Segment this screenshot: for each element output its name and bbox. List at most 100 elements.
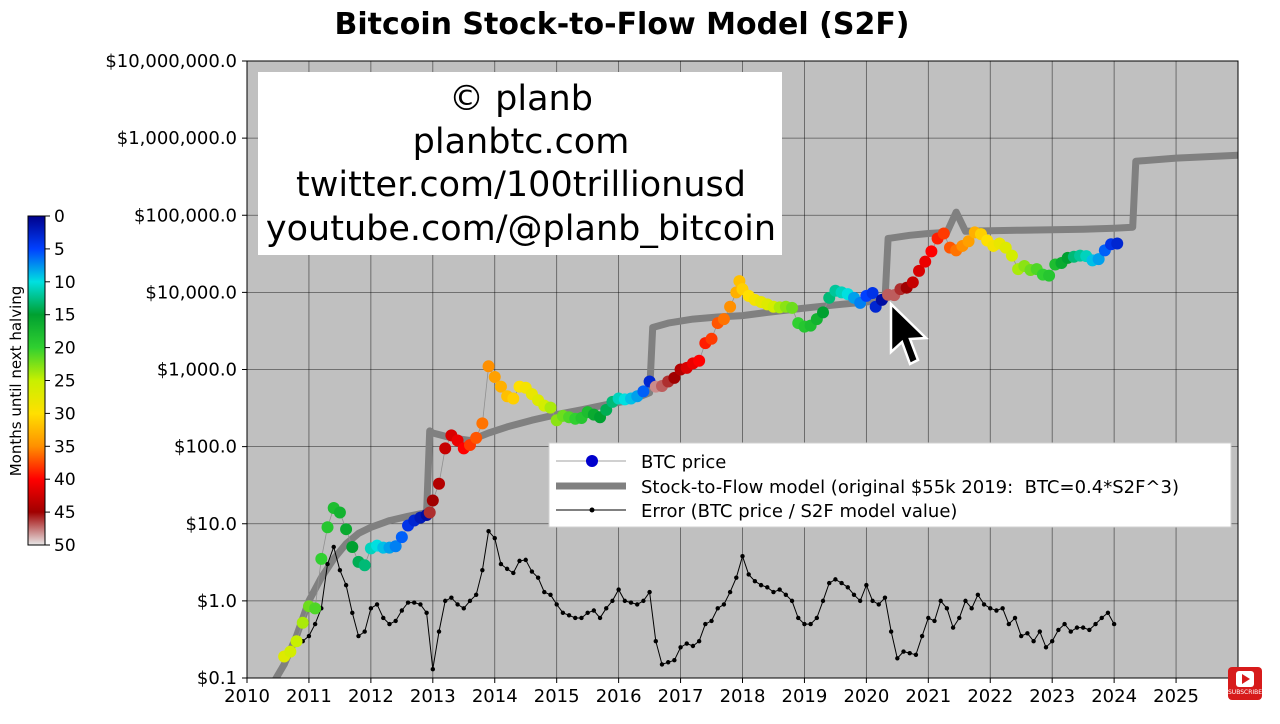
error-point [975, 592, 981, 597]
btc-price-point [290, 635, 303, 648]
error-point [356, 633, 361, 639]
error-point [492, 535, 497, 541]
error-point [387, 621, 392, 627]
error-point [1062, 621, 1067, 627]
error-point [473, 592, 479, 597]
error-point [895, 656, 900, 661]
btc-price-point [423, 506, 436, 519]
colorbar-tick-label: 5 [54, 240, 65, 260]
error-point [641, 598, 646, 604]
error-point [1037, 629, 1043, 634]
btc-price-point [817, 306, 830, 319]
error-point [845, 585, 850, 590]
error-point [418, 602, 423, 607]
chart-title: Bitcoin Stock-to-Flow Model (S2F) [334, 7, 909, 42]
btc-price-point [439, 442, 452, 455]
error-point [604, 606, 609, 611]
btc-price-point [919, 255, 932, 268]
y-tick-label: $100.0 [174, 437, 237, 458]
error-point [944, 606, 950, 611]
error-point [994, 608, 999, 613]
colorbar [27, 215, 46, 546]
error-point [331, 544, 336, 550]
btc-price-point [333, 506, 346, 519]
colorbar-tick-label: 40 [54, 470, 76, 490]
btc-price-point [913, 264, 926, 277]
error-point [573, 615, 578, 621]
colorbar-label: Months until next halving [7, 286, 25, 477]
error-point [1087, 627, 1092, 633]
error-point [820, 598, 826, 604]
credit-box [258, 72, 782, 255]
y-tick-label: $1,000.0 [157, 360, 237, 381]
error-point [455, 602, 460, 607]
error-point [734, 575, 739, 580]
btc-price-point [925, 245, 938, 258]
error-point [381, 615, 386, 621]
error-point [938, 598, 943, 604]
error-point [696, 639, 702, 644]
error-point [950, 625, 956, 630]
error-point [412, 600, 417, 605]
error-point [374, 602, 380, 607]
error-point [827, 580, 832, 586]
error-point [957, 615, 962, 621]
x-tick-label: 2016 [596, 686, 642, 707]
error-point [560, 610, 566, 616]
error-point [672, 658, 677, 663]
error-point [882, 595, 888, 600]
error-point [424, 610, 429, 616]
error-point [653, 639, 658, 644]
colorbar-tick-label: 20 [54, 339, 76, 359]
btc-price-point [1092, 253, 1105, 266]
legend-btc-price-marker [586, 455, 598, 467]
x-tick-label: 2012 [348, 686, 394, 707]
error-point [752, 578, 758, 584]
btc-price-point [476, 417, 489, 430]
btc-price-point [309, 602, 322, 615]
x-tick-label: 2011 [286, 686, 332, 707]
error-point [926, 615, 931, 621]
error-point [511, 570, 516, 576]
btc-price-point [1043, 269, 1056, 282]
btc-price-point [705, 332, 718, 345]
legend-s2f-label: Stock-to-Flow model (original $55k 2019:… [641, 477, 1179, 498]
error-point [523, 557, 528, 563]
subscribe-button[interactable]: SUBSCRIBE [1228, 667, 1262, 700]
y-tick-label: $10.0 [185, 514, 237, 535]
error-point [870, 598, 875, 604]
error-point [1105, 610, 1111, 616]
error-point [622, 598, 628, 604]
error-point [1056, 627, 1061, 633]
error-point [597, 615, 603, 621]
error-point [783, 592, 789, 597]
colorbar-tick-label: 35 [54, 437, 76, 457]
y-axis-ticks: $0.1 $1.0 $10.0 $100.0 $1,000.0 $10,000.0 $100… [105, 51, 247, 689]
error-point [988, 606, 993, 611]
error-point [913, 652, 919, 657]
x-tick-label: 2017 [658, 686, 704, 707]
btc-price-point [693, 354, 706, 367]
error-point [548, 592, 553, 597]
error-point [362, 629, 367, 634]
error-point [443, 598, 448, 604]
error-point [467, 598, 473, 604]
btc-price-point [937, 227, 950, 240]
error-point [1043, 645, 1049, 650]
btc-price-point [668, 371, 681, 384]
y-tick-label: $100,000.0 [134, 205, 237, 226]
error-point [554, 602, 559, 607]
error-point [789, 598, 795, 604]
error-point [758, 582, 764, 588]
btc-price-point [906, 276, 919, 289]
error-point [480, 567, 485, 573]
error-point [727, 589, 733, 595]
legend-error-marker [589, 507, 595, 513]
error-point [709, 618, 714, 624]
error-point [659, 662, 665, 667]
x-tick-label: 2023 [1029, 686, 1075, 707]
error-point [932, 618, 937, 624]
x-tick-label: 2021 [905, 686, 951, 707]
error-point [368, 606, 374, 611]
